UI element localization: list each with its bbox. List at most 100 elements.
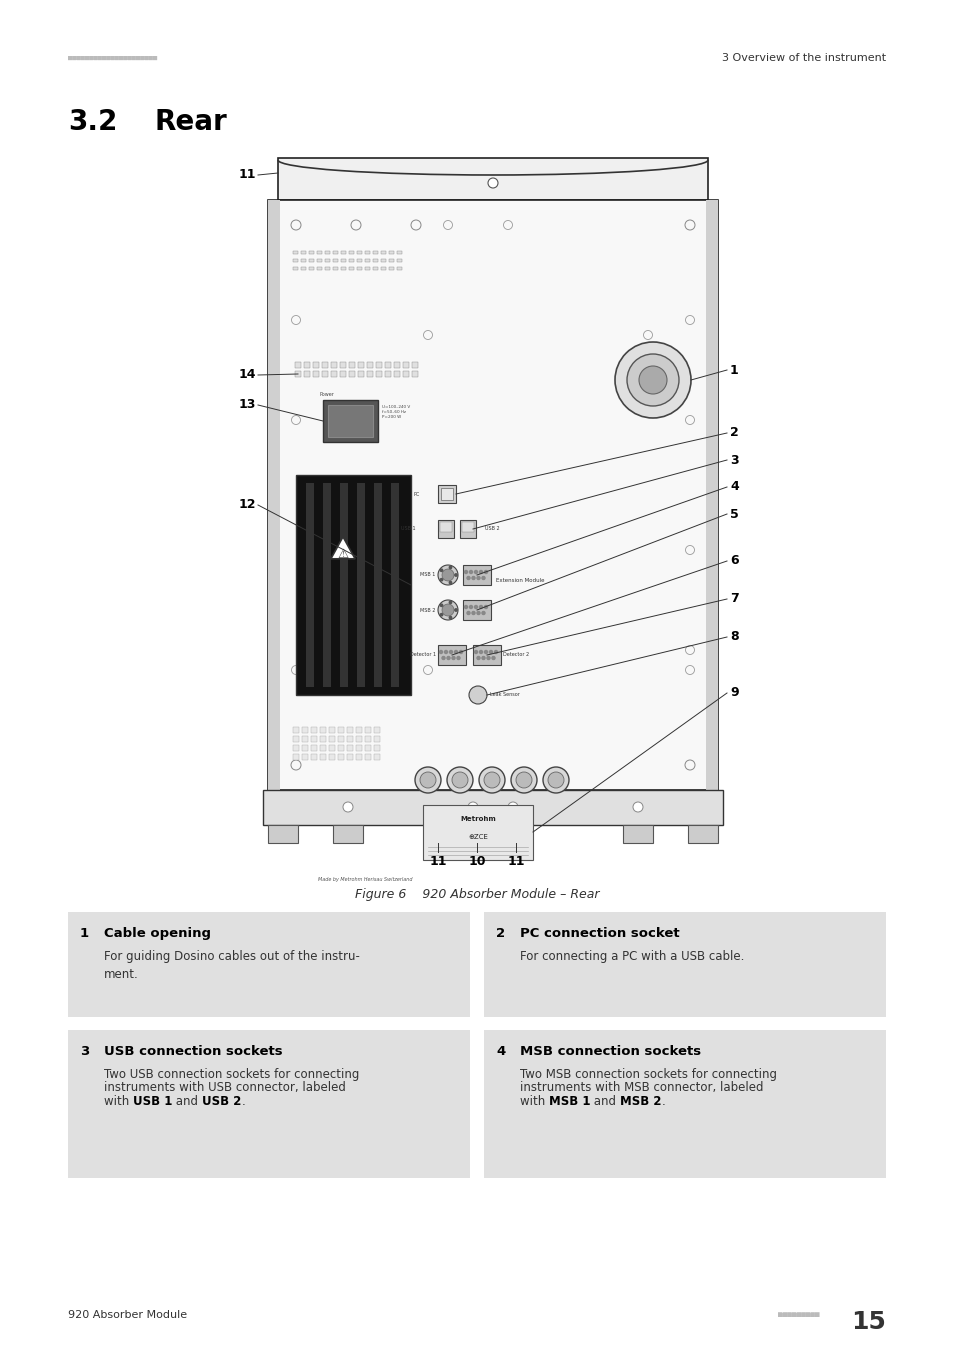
Circle shape [468, 802, 477, 811]
Circle shape [643, 396, 651, 404]
Bar [375, 371, 381, 377]
Circle shape [486, 656, 490, 660]
Circle shape [440, 570, 442, 571]
Circle shape [474, 651, 477, 653]
Bar [385, 371, 391, 377]
Circle shape [440, 579, 442, 580]
Bar [459, 520, 476, 539]
Text: ■■■■■■■■■: ■■■■■■■■■ [778, 1310, 820, 1319]
Bar [385, 362, 391, 369]
Text: 8: 8 [729, 630, 738, 644]
Bar [412, 371, 417, 377]
Bar [323, 400, 377, 441]
Text: For connecting a PC with a USB cable.: For connecting a PC with a USB cable. [519, 950, 743, 963]
Circle shape [483, 772, 499, 788]
Circle shape [423, 666, 432, 675]
Circle shape [467, 576, 470, 579]
Bar [357, 251, 362, 254]
Bar [687, 825, 718, 842]
Circle shape [443, 220, 452, 230]
Bar [294, 362, 301, 369]
Circle shape [484, 606, 487, 609]
Text: Two USB connection sockets for connecting: Two USB connection sockets for connectin… [104, 1068, 359, 1081]
Text: MSB connection sockets: MSB connection sockets [519, 1045, 700, 1058]
Bar [349, 251, 355, 254]
Bar [339, 483, 348, 687]
Bar [322, 362, 328, 369]
Bar [313, 371, 318, 377]
Text: Cable opening: Cable opening [104, 927, 211, 940]
Text: Made by Metrohm Herisau Switzerland: Made by Metrohm Herisau Switzerland [317, 878, 412, 883]
Text: USB 1: USB 1 [132, 1095, 172, 1108]
Bar [341, 266, 346, 270]
Circle shape [484, 571, 487, 574]
Bar [302, 755, 308, 760]
Circle shape [489, 651, 492, 653]
Bar [357, 258, 362, 262]
Circle shape [503, 220, 512, 230]
Circle shape [685, 645, 694, 655]
Circle shape [494, 651, 497, 653]
Circle shape [291, 220, 301, 230]
Text: 11: 11 [238, 169, 255, 181]
Bar [341, 251, 346, 254]
Bar [339, 362, 346, 369]
Bar [483, 913, 885, 1017]
Bar [331, 362, 336, 369]
Circle shape [464, 571, 467, 574]
Bar [422, 805, 533, 860]
Bar [301, 266, 306, 270]
Bar [381, 258, 386, 262]
Text: MSB 2: MSB 2 [619, 1095, 661, 1108]
Bar [329, 755, 335, 760]
Bar [374, 258, 378, 262]
Circle shape [411, 220, 420, 230]
Bar [329, 745, 335, 751]
Bar [319, 745, 326, 751]
Text: instruments with USB connector, labeled: instruments with USB connector, labeled [104, 1081, 346, 1095]
Circle shape [615, 342, 690, 418]
Text: 920 Absorber Module: 920 Absorber Module [68, 1310, 187, 1320]
Circle shape [439, 651, 442, 653]
Bar [365, 745, 371, 751]
Text: 10: 10 [468, 855, 485, 868]
Text: 2: 2 [496, 927, 504, 940]
Circle shape [449, 617, 451, 618]
Bar [365, 736, 371, 742]
Bar [302, 736, 308, 742]
Circle shape [292, 416, 300, 424]
Bar [437, 485, 456, 504]
Circle shape [291, 760, 301, 770]
Bar [461, 522, 474, 532]
Bar [311, 736, 316, 742]
Text: 2: 2 [729, 427, 738, 440]
Circle shape [437, 599, 457, 620]
Bar [349, 266, 355, 270]
Bar [319, 736, 326, 742]
Circle shape [452, 772, 468, 788]
Bar [339, 371, 346, 377]
Text: 14: 14 [238, 369, 255, 382]
Bar [325, 266, 330, 270]
Circle shape [472, 576, 475, 579]
Bar [439, 522, 452, 532]
Bar [397, 266, 402, 270]
Bar [268, 200, 280, 790]
Bar [357, 371, 364, 377]
Text: 11: 11 [507, 855, 524, 868]
Circle shape [351, 220, 360, 230]
Circle shape [449, 651, 452, 653]
Bar [301, 258, 306, 262]
Text: USB 2: USB 2 [484, 526, 499, 532]
Circle shape [441, 656, 444, 660]
Bar [374, 483, 381, 687]
Bar [394, 362, 399, 369]
Text: 4: 4 [729, 481, 738, 494]
Text: 9: 9 [729, 687, 738, 699]
Bar [394, 371, 399, 377]
Bar [68, 913, 470, 1017]
Bar [355, 745, 361, 751]
Circle shape [455, 574, 456, 576]
Text: .: . [241, 1095, 245, 1108]
Circle shape [459, 651, 462, 653]
